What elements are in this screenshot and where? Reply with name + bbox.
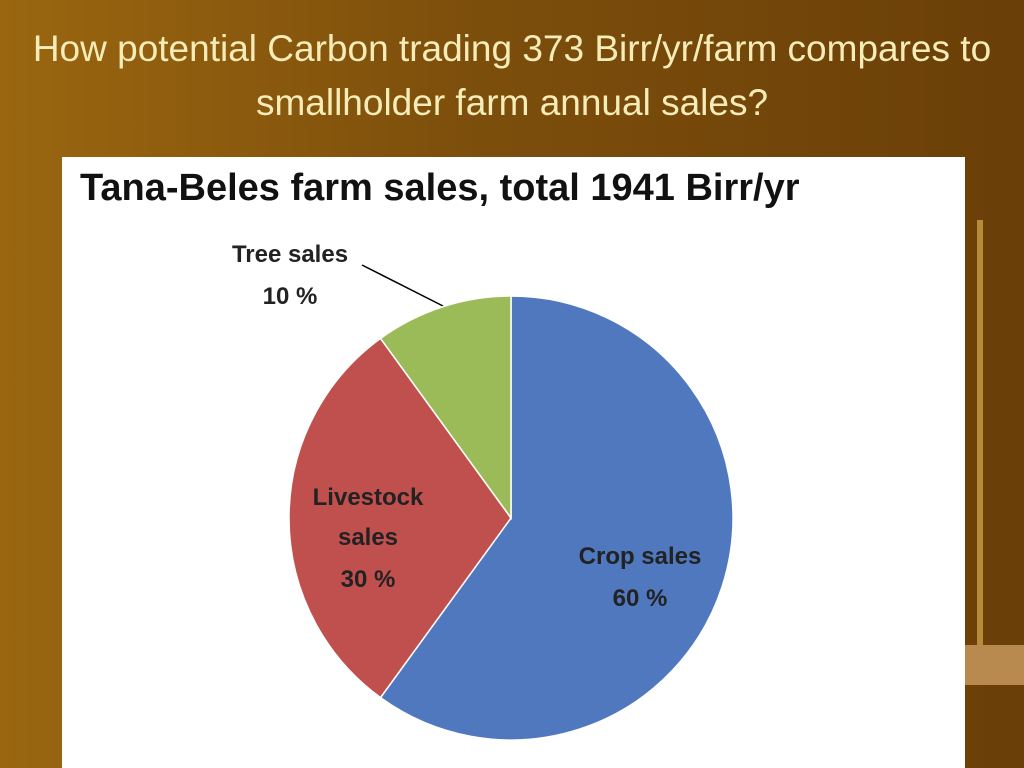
slice-value-label: 10 % [262, 283, 318, 310]
pie-slice [379, 295, 734, 741]
chart-title: Tana-Beles farm sales, total 1941 Birr/y… [80, 167, 800, 209]
slide-title: How potential Carbon trading 373 Birr/yr… [32, 28, 992, 123]
slice-label: Tree sales [231, 241, 349, 268]
leader-line [361, 264, 444, 307]
slice-label: Crop sales [578, 543, 702, 570]
slice-value-label: 60 % [612, 585, 668, 612]
slice-label: Livestock sales [312, 484, 424, 551]
slice-value-label: 30 % [340, 566, 396, 593]
pie-slice [379, 295, 512, 521]
pie-chart [288, 264, 734, 741]
pie-slice [288, 337, 512, 699]
chart-panel: Tana-Beles farm sales, total 1941 Birr/y… [62, 157, 965, 768]
scale-base [965, 645, 1024, 685]
